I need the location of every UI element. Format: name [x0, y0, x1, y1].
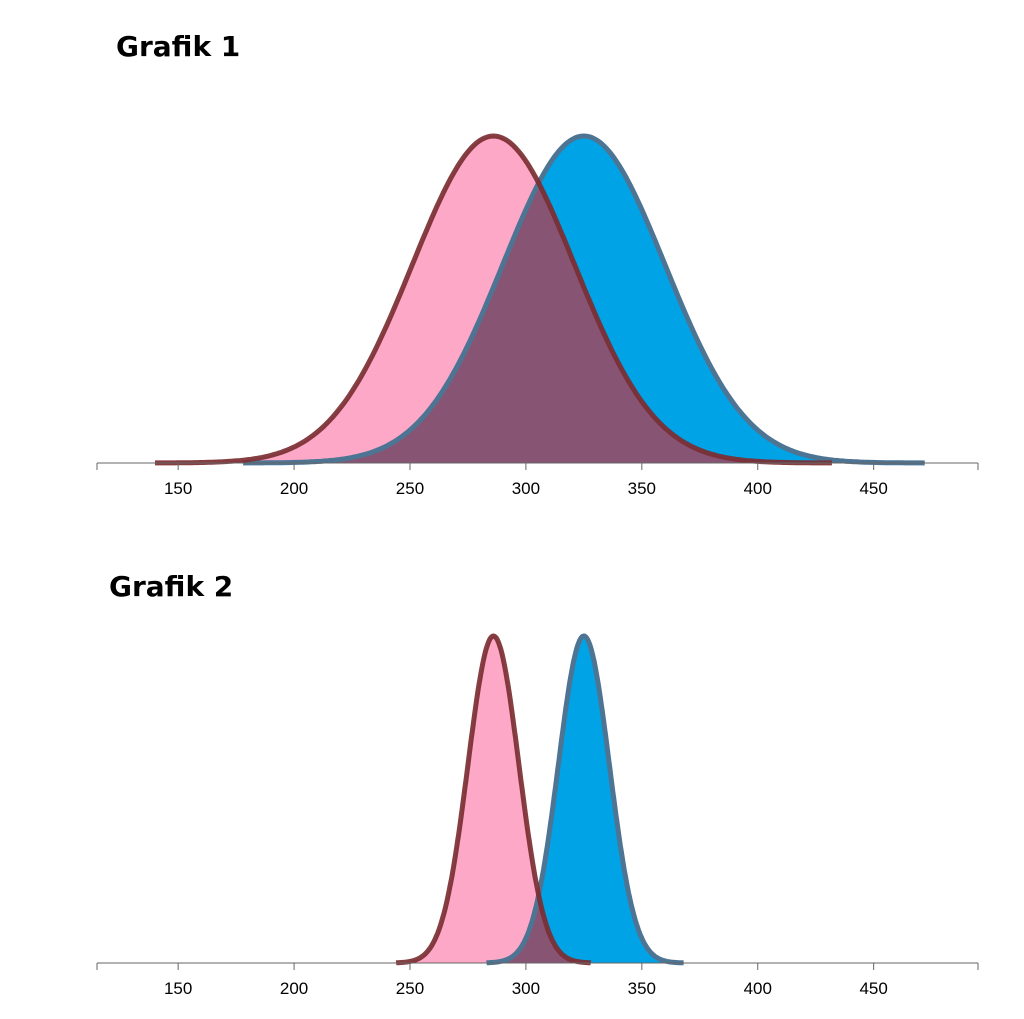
x-tick-label: 250	[396, 479, 424, 498]
x-tick-label: 300	[512, 979, 540, 998]
x-tick-label: 150	[164, 479, 192, 498]
series-blue-line	[484, 633, 686, 966]
x-tick-label: 250	[396, 979, 424, 998]
chart-2: 150 200 250 300 350 400 450	[96, 633, 979, 998]
x-tick-label: 150	[164, 979, 192, 998]
x-tick-label: 450	[859, 979, 887, 998]
series-red-line	[155, 133, 832, 466]
overlap-area	[243, 136, 832, 463]
series-red-line	[394, 633, 593, 966]
series-blue-area	[486, 636, 684, 963]
chart-1: 150 200 250 300 350 400 450	[96, 133, 979, 498]
x-tick-label: 300	[512, 479, 540, 498]
x-tick-label: 200	[280, 979, 308, 998]
x-tick-label: 200	[280, 479, 308, 498]
x-tick-label: 400	[744, 979, 772, 998]
chart-1-title: Grafik 1	[116, 30, 241, 63]
chart-2-title: Grafik 2	[109, 570, 234, 603]
x-tick-label: 350	[628, 979, 656, 998]
series-red-region	[396, 636, 591, 963]
series-blue-line	[243, 133, 925, 466]
x-tick-label: 450	[859, 479, 887, 498]
x-tick-label: 400	[744, 479, 772, 498]
x-tick-label: 350	[628, 479, 656, 498]
